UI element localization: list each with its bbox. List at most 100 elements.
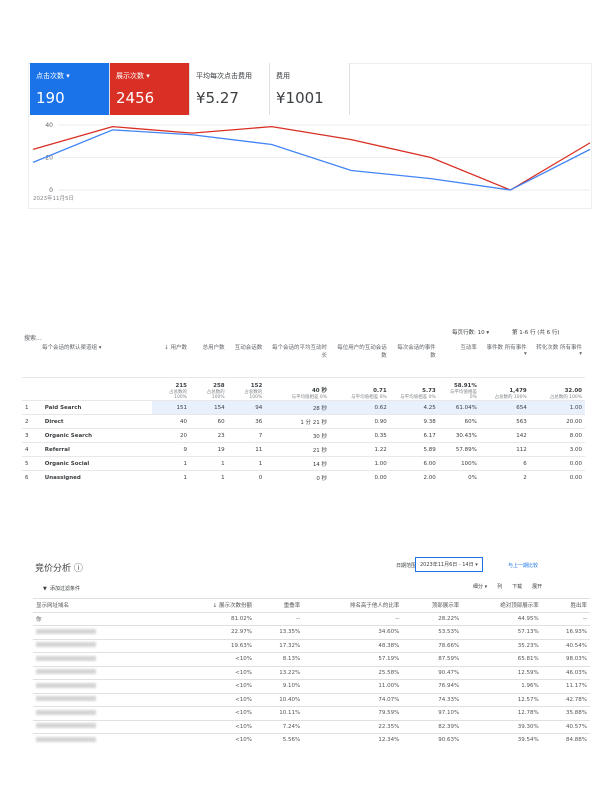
total-sub: 与平均值相差 0% <box>449 390 477 400</box>
cell: 0.00 <box>529 470 585 484</box>
redacted <box>36 696 96 702</box>
cell: 1.00 <box>529 400 585 415</box>
cell: 48.38% <box>303 638 403 653</box>
total-sub: 与平均值相差 0% <box>291 395 328 400</box>
total-value: 58.91% <box>453 383 477 389</box>
metric-value: ¥1001 <box>276 89 324 107</box>
total-value: 40 秒 <box>311 388 328 394</box>
redacted <box>36 642 96 648</box>
cell: 82.39% <box>402 719 463 734</box>
cell: Organic Search <box>41 428 153 443</box>
total-cell: 58.91% 与平均值相差 0% <box>438 377 480 401</box>
cell: 0 <box>227 470 266 484</box>
metric-card[interactable]: 平均每次点击费用 ¥5.27 <box>190 63 270 115</box>
row: <10% 5.56% 12.34% 90.63% 39.54% 84.88% <box>33 733 590 747</box>
header-cell[interactable]: 互动率 <box>460 345 477 351</box>
cell: 112 <box>479 442 530 457</box>
cell: 0 秒 <box>265 470 331 484</box>
cell: 142 <box>479 428 530 443</box>
cell <box>33 692 174 707</box>
header-cell[interactable]: 每次会话的事件数 <box>397 345 436 359</box>
cell: 你 <box>33 611 174 626</box>
cell: 11.17% <box>541 679 590 693</box>
total-sub: 占总数的 100% <box>206 390 225 400</box>
chart: 0 20 40 2023年11月5日 <box>32 122 591 202</box>
y-tick-label: 20 <box>45 155 53 162</box>
header-cell[interactable]: 事件数 所有事件 ▾ <box>486 345 527 357</box>
cell: 98.03% <box>541 652 590 666</box>
header-cell[interactable]: 总用户数 <box>202 345 225 351</box>
rows-per-page[interactable]: 每页行数: 10 ▾ <box>452 330 490 336</box>
total-value: 5.73 <box>422 388 436 394</box>
cell: 84.88% <box>541 733 590 747</box>
header-cell[interactable]: 每个会话的平均互动时长 <box>272 345 328 359</box>
header-cell[interactable]: 每位用户的互动会话数 <box>337 345 387 359</box>
cell: 36 <box>227 414 266 429</box>
metric-label: 平均每次点击费用 <box>196 72 252 80</box>
cell <box>33 733 174 747</box>
cell: Unassigned <box>41 470 153 484</box>
tool[interactable]: 细分 ▾ <box>473 584 488 590</box>
cell: Direct <box>41 414 153 429</box>
redacted <box>36 736 96 742</box>
row: <10% 13.22% 25.58% 90.47% 12.59% 46.03% <box>33 665 590 680</box>
y-tick-label: 0 <box>49 187 53 194</box>
search[interactable]: 搜索... <box>24 335 42 342</box>
row: <10% 10.40% 74.07% 74.33% 12.57% 42.78% <box>33 692 590 707</box>
cell <box>33 652 174 666</box>
cell: 40 <box>152 414 190 429</box>
y-tick-label: 40 <box>45 122 53 129</box>
header-cell[interactable]: 转化次数 所有事件 ▾ <box>536 345 582 357</box>
date-picker[interactable]: 2023年11月6日 - 14日 ▾ <box>415 557 483 572</box>
metric-card[interactable]: 展示次数 ▾ 2456 <box>110 63 190 115</box>
cell: 74.33% <box>402 692 463 707</box>
metric-card[interactable]: 点击次数 ▾ 190 <box>30 63 110 115</box>
cell: 13.22% <box>255 665 304 680</box>
header-cell[interactable]: 每个会话的默认渠道组 ▾ <box>42 345 102 351</box>
cell: Paid Search <box>41 400 153 415</box>
tool[interactable]: 列 <box>497 584 503 590</box>
cell: 81.02% <box>174 611 256 626</box>
cell: <10% <box>174 733 256 747</box>
cell: 20.00 <box>529 414 585 429</box>
metric-label: 点击次数 ▾ <box>36 72 70 80</box>
filter[interactable]: ▼ 添加过滤条件 <box>43 586 81 592</box>
redacted <box>36 655 96 661</box>
header-cell[interactable]: 互动会话数 <box>234 345 263 351</box>
compare[interactable]: 与上一期比较 <box>508 563 539 569</box>
header-row: 显示网址域名 ↓ 展示次数份额 重叠率 排名高于他人的比率 顶部展示率 绝对顶部展示率 胜出… <box>33 598 590 612</box>
cell: 1 <box>227 456 266 471</box>
cell: 5.56% <box>255 733 304 747</box>
tool[interactable]: 下载 <box>512 584 523 590</box>
redacted <box>36 682 96 688</box>
header-cell: ↓ 展示次数份额 <box>174 598 256 612</box>
cell: 1 <box>152 456 190 471</box>
cell: 44.95% <box>462 611 542 626</box>
total-cell: 258 占总数的 100% <box>189 377 228 401</box>
cell: 60% <box>438 414 480 429</box>
cell: 20 <box>152 428 190 443</box>
cell: 11 <box>227 442 266 457</box>
cell: 17.32% <box>255 638 304 653</box>
toolbar: 细分 ▾ 列 下载 展开 <box>473 583 542 590</box>
metric-card[interactable]: 费用 ¥1001 <box>270 63 350 115</box>
cell: 28.22% <box>402 611 463 626</box>
cell: 0% <box>438 470 480 484</box>
total-sub: 占总数的 100% <box>244 390 263 400</box>
cell: 78.66% <box>402 638 463 653</box>
row: 19.63% 17.32% 48.38% 78.66% 35.23% 40.54% <box>33 638 590 653</box>
date-label: 日期范围 <box>396 563 417 569</box>
cell: 76.94% <box>402 679 463 693</box>
row: 2 Direct 40 60 36 1 分 21 秒 0.90 9.38 60% 563 20.00 <box>22 414 585 429</box>
total-value: 1,479 <box>509 388 527 394</box>
cell: 1 <box>152 470 190 484</box>
tool[interactable]: 展开 <box>532 584 543 590</box>
total-sub: 占总数的 100% <box>168 390 187 400</box>
header-cell[interactable]: ↓ 用户数 <box>164 345 187 351</box>
total-cell: 152 占总数的 100% <box>227 377 266 401</box>
cell: 6.17 <box>389 428 439 443</box>
cell: 39.54% <box>462 733 542 747</box>
cell: 14 秒 <box>265 456 331 471</box>
total-cell: 0.71 与平均值相差 0% <box>330 377 390 401</box>
